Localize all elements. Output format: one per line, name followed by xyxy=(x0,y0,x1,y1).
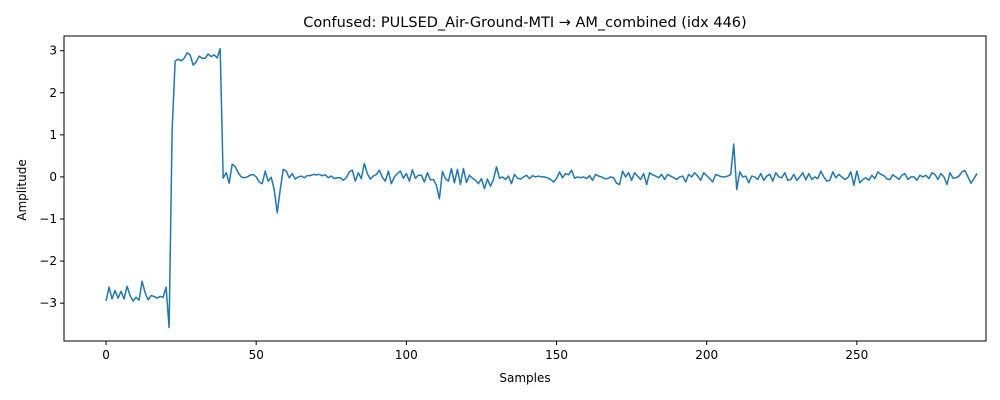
x-tick-label: 250 xyxy=(845,348,868,362)
y-tick-label: −1 xyxy=(39,212,57,226)
y-tick-label: 0 xyxy=(49,170,57,184)
y-tick-label: 2 xyxy=(49,86,57,100)
x-axis: 0 50 100 150 200 250 xyxy=(102,341,868,362)
x-tick-label: 100 xyxy=(395,348,418,362)
x-tick-label: 200 xyxy=(695,348,718,362)
y-tick-label: 3 xyxy=(49,44,57,58)
series-layer xyxy=(105,47,978,329)
x-tick-label: 50 xyxy=(249,348,264,362)
chart-title: Confused: PULSED_Air-Ground-MTI → AM_com… xyxy=(303,15,746,31)
x-tick-label: 0 xyxy=(102,348,110,362)
x-axis-title: Samples xyxy=(499,371,550,385)
plot-area: 0 50 100 150 200 250 −3 −2 −1 0 1 2 3 xyxy=(39,35,987,362)
y-tick-label: −3 xyxy=(39,296,57,310)
axes-frame xyxy=(63,35,987,342)
y-tick-label: 1 xyxy=(49,128,57,142)
series-line-0 xyxy=(105,47,978,329)
x-tick-label: 150 xyxy=(545,348,568,362)
y-tick-label: −2 xyxy=(39,254,57,268)
y-axis: −3 −2 −1 0 1 2 3 xyxy=(39,44,64,310)
y-axis-title: Amplitude xyxy=(15,159,29,221)
